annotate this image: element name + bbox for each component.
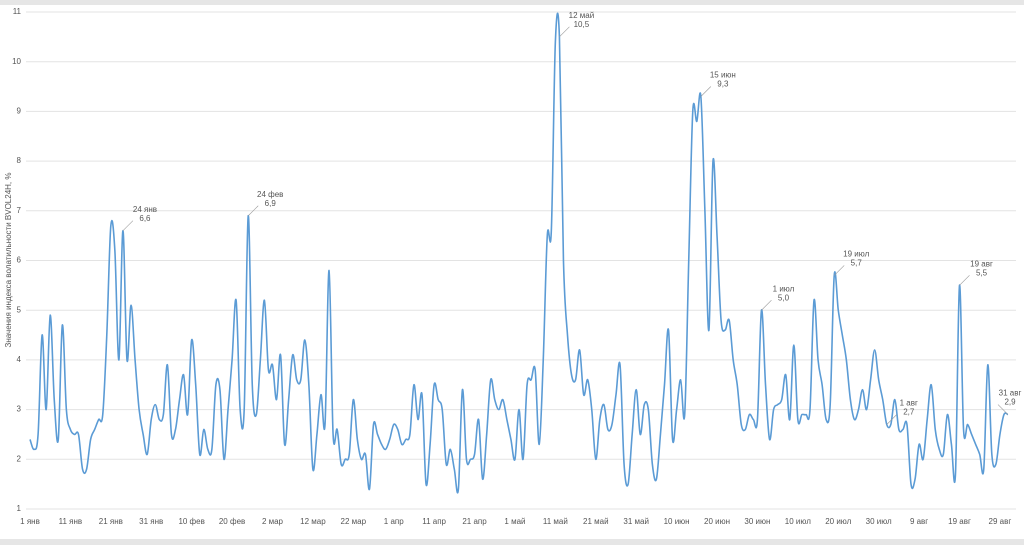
- annotation-leader: [700, 86, 712, 97]
- x-tick-label: 2 мар: [262, 517, 284, 526]
- y-axis-title: Значения индекса волатильности BVOL24H, …: [4, 173, 13, 348]
- annotation-date: 24 фев: [257, 190, 283, 199]
- annotation-leader: [834, 265, 845, 276]
- annotation-value: 6,6: [139, 214, 151, 223]
- x-tick-label: 10 июн: [664, 517, 690, 526]
- y-tick-label: 2: [17, 454, 22, 463]
- annotation-leader: [761, 299, 772, 311]
- y-tick-label: 5: [17, 305, 22, 314]
- x-tick-label: 11 апр: [422, 517, 446, 526]
- y-tick-label: 4: [17, 355, 22, 364]
- annotation-leader: [248, 205, 259, 216]
- x-tick-label: 10 июл: [785, 517, 811, 526]
- annotation-value: 6,9: [265, 199, 277, 208]
- y-tick-label: 11: [13, 7, 22, 16]
- annotation-date: 12 май: [569, 11, 595, 20]
- annotation-date: 31 авг: [999, 389, 1022, 398]
- annotation-value: 5,0: [778, 293, 790, 302]
- annotation-date: 19 авг: [970, 259, 993, 268]
- annotation-leader: [959, 275, 970, 286]
- x-tick-label: 12 мар: [300, 517, 326, 526]
- annotation-value: 9,3: [717, 80, 729, 89]
- annotation-value: 5,5: [976, 268, 988, 277]
- annotation-date: 1 авг: [900, 399, 918, 408]
- top-strip: [0, 0, 1024, 5]
- x-tick-label: 30 июн: [744, 517, 770, 526]
- x-tick-label: 21 апр: [462, 517, 487, 526]
- annotation-leader: [122, 220, 134, 231]
- x-tick-label: 31 май: [623, 517, 649, 526]
- y-tick-label: 1: [17, 504, 22, 513]
- x-tick-label: 19 авг: [948, 517, 971, 526]
- x-tick-label: 1 апр: [384, 517, 404, 526]
- x-tick-label: 11 янв: [59, 517, 83, 526]
- x-tick-label: 29 авг: [989, 517, 1012, 526]
- annotation-value: 5,7: [851, 259, 863, 268]
- x-tick-label: 20 июл: [825, 517, 851, 526]
- annotation-leader: [559, 26, 570, 38]
- annotation-leader: [997, 404, 1009, 415]
- annotation-date: 1 июл: [773, 284, 795, 293]
- y-tick-label: 7: [17, 206, 22, 215]
- x-tick-label: 22 мар: [341, 517, 367, 526]
- x-tick-label: 21 май: [583, 517, 609, 526]
- annotation-date: 15 июн: [710, 71, 736, 80]
- x-tick-label: 10 фев: [178, 517, 204, 526]
- x-tick-label: 30 июл: [866, 517, 892, 526]
- x-tick-label: 11 май: [543, 517, 568, 526]
- annotation-date: 24 янв: [133, 205, 157, 214]
- x-tick-label: 9 авг: [910, 517, 928, 526]
- bottom-strip: [0, 539, 1024, 545]
- y-tick-label: 3: [17, 405, 22, 414]
- annotation-value: 10,5: [574, 20, 590, 29]
- x-tick-label: 20 июн: [704, 517, 730, 526]
- x-tick-label: 20 фев: [219, 517, 245, 526]
- y-tick-label: 6: [17, 256, 22, 265]
- x-tick-label: 1 янв: [20, 517, 40, 526]
- annotation-value: 2,7: [903, 408, 915, 417]
- annotation-date: 19 июл: [843, 250, 869, 259]
- x-tick-label: 21 янв: [99, 517, 123, 526]
- y-tick-label: 9: [17, 107, 22, 116]
- x-tick-label: 31 янв: [139, 517, 163, 526]
- y-tick-label: 10: [12, 57, 21, 66]
- data-line: [29, 12, 1009, 494]
- annotation-value: 2,9: [1004, 398, 1016, 407]
- y-tick-label: 8: [17, 156, 22, 165]
- annotation-leader: [886, 414, 897, 425]
- x-tick-label: 1 май: [504, 517, 525, 526]
